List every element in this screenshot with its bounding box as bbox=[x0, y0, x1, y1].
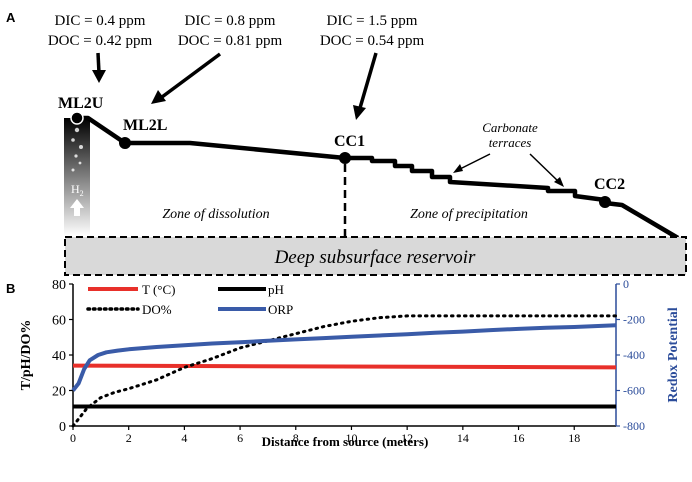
gas-bubbles bbox=[71, 127, 83, 172]
site-cc2-marker bbox=[599, 196, 611, 208]
legend-label-orp: ORP bbox=[268, 302, 293, 317]
x-tick-label: 4 bbox=[181, 431, 187, 445]
annotation-2-doc: DOC = 0.81 ppm bbox=[178, 33, 283, 49]
site-cc1-marker bbox=[339, 152, 351, 164]
site-ml2u-label: ML2U bbox=[58, 95, 104, 112]
annotation-1-dic: DIC = 0.4 ppm bbox=[55, 13, 146, 29]
terraces-label-line1: Carbonate bbox=[482, 120, 538, 135]
annotation-arrows bbox=[92, 52, 378, 120]
x-ticks: 0 2 4 6 8 10 12 14 16 18 bbox=[70, 426, 580, 445]
x-axis-title: Distance from source (meters) bbox=[262, 434, 429, 449]
annotation-3-doc: DOC = 0.54 ppm bbox=[320, 33, 425, 49]
arrow-1 bbox=[96, 52, 101, 74]
series-orp-line bbox=[71, 323, 617, 392]
y-right-tick-label: -800 bbox=[623, 419, 645, 433]
reservoir-label: Deep subsurface reservoir bbox=[274, 247, 476, 268]
y-left-ticks: 0 20 40 60 80 bbox=[52, 278, 73, 435]
series-temperature-line bbox=[72, 363, 617, 370]
legend-label-temp: T (°C) bbox=[142, 282, 175, 297]
y-left-axis-title: T/pH/DO% bbox=[19, 320, 34, 391]
legend: T (°C) pH DO% ORP bbox=[86, 282, 293, 317]
arrow-3-head bbox=[353, 105, 366, 120]
reservoir-box bbox=[64, 236, 687, 276]
gas-up-arrow-icon bbox=[70, 199, 84, 216]
y-left-tick-label: 0 bbox=[59, 420, 66, 435]
annotation-2-dic: DIC = 0.8 ppm bbox=[185, 13, 276, 29]
legend-label-do: DO% bbox=[142, 302, 172, 317]
x-tick-label: 18 bbox=[568, 431, 580, 445]
panel-b-label: B bbox=[6, 281, 15, 296]
x-tick-label: 8 bbox=[293, 431, 299, 445]
x-tick-label: 6 bbox=[237, 431, 243, 445]
x-tick-label: 10 bbox=[345, 431, 357, 445]
y-left-tick-label: 20 bbox=[52, 385, 66, 400]
x-tick-label: 16 bbox=[513, 431, 525, 445]
panel-a: A DIC = 0.4 ppm DOC = 0.42 ppm DIC = 0.8… bbox=[6, 10, 687, 276]
site-cc1-label: CC1 bbox=[334, 133, 365, 150]
zone-dissolution-label: Zone of dissolution bbox=[162, 207, 269, 222]
x-tick-label: 0 bbox=[70, 431, 76, 445]
y-right-tick-label: -400 bbox=[623, 348, 645, 362]
site-cc2-label: CC2 bbox=[594, 176, 625, 193]
site-ml2u-marker bbox=[70, 111, 84, 125]
y-right-tick-label: 0 bbox=[623, 277, 629, 291]
series-do-line bbox=[71, 314, 618, 428]
y-right-axis-title: Redox Potential bbox=[666, 307, 681, 402]
series-layer bbox=[71, 314, 618, 428]
y-left-tick-label: 60 bbox=[52, 314, 66, 329]
zone-precipitation-label: Zone of precipitation bbox=[410, 207, 528, 222]
vent-column bbox=[64, 118, 90, 236]
legend-label-ph: pH bbox=[268, 282, 284, 297]
h2-label: H2 bbox=[71, 182, 84, 198]
annotation-1-doc: DOC = 0.42 ppm bbox=[48, 33, 153, 49]
arrow-2 bbox=[160, 52, 222, 99]
annotation-3-dic: DIC = 1.5 ppm bbox=[327, 13, 418, 29]
x-tick-label: 14 bbox=[457, 431, 469, 445]
terraces-arrows bbox=[453, 153, 564, 187]
y-left-tick-label: 40 bbox=[52, 349, 66, 364]
terraces-label-line2: terraces bbox=[489, 135, 532, 150]
y-left-tick-label: 80 bbox=[52, 278, 66, 293]
site-ml2l-label: ML2L bbox=[123, 117, 167, 134]
y-right-ticks: -800 -600 -400 -200 0 bbox=[616, 277, 645, 433]
site-ml2l-marker bbox=[119, 137, 131, 149]
x-tick-label: 12 bbox=[401, 431, 413, 445]
arrow-1-head bbox=[92, 70, 106, 83]
arrow-2-head bbox=[151, 90, 166, 104]
panel-a-label: A bbox=[6, 10, 16, 25]
panel-b: B 0 2 4 6 8 10 12 14 16 18 0 20 40 60 80 -800 -600 -400… bbox=[6, 277, 681, 449]
arrow-3 bbox=[358, 52, 378, 109]
terrain-profile bbox=[77, 115, 680, 240]
x-tick-label: 2 bbox=[126, 431, 132, 445]
y-right-tick-label: -200 bbox=[623, 313, 645, 327]
y-right-tick-label: -600 bbox=[623, 384, 645, 398]
